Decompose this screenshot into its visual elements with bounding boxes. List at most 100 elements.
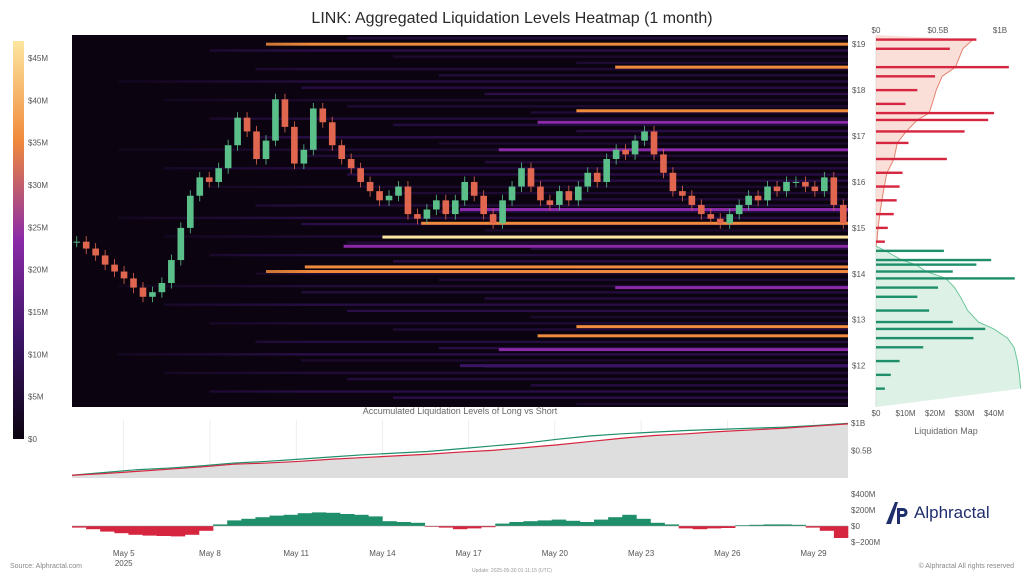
- long-liq-bar: [876, 277, 1015, 280]
- candle-body: [830, 177, 838, 205]
- candle-body: [177, 227, 185, 261]
- alphractal-logo-icon: [886, 502, 908, 524]
- time-axis: May 5 May 8 May 11 May 14 May 17 May 20 May 23…: [113, 549, 827, 568]
- acc-tick-label: $1B: [851, 419, 865, 428]
- candle-body: [641, 131, 648, 141]
- heat-band: [484, 229, 848, 232]
- liq-map-bottom-tick: $10M: [896, 409, 916, 418]
- heat-band: [255, 136, 848, 139]
- candle-body: [792, 181, 800, 183]
- candle-body: [82, 241, 90, 249]
- heat-band: [347, 241, 848, 244]
- candle-body: [186, 195, 194, 228]
- diff-tick-label: $200M: [851, 506, 876, 515]
- heat-band: [392, 260, 848, 263]
- diff-bar: [777, 524, 792, 526]
- heat-level-line: [498, 348, 848, 352]
- diff-bar: [791, 524, 806, 526]
- candle-body: [660, 154, 667, 173]
- heat-band: [163, 98, 848, 102]
- candle-body: [111, 264, 118, 272]
- colorbar-tick-label: $15M: [28, 308, 48, 317]
- short-liq-bar: [876, 88, 918, 92]
- diff-bar: [368, 516, 383, 526]
- candle-body: [764, 186, 771, 201]
- colorbar-tick-label: $40M: [28, 96, 48, 105]
- candle-body: [310, 108, 317, 150]
- long-liq-bar: [876, 258, 992, 262]
- time-tick-label: May 17: [456, 549, 483, 558]
- heat-level-line: [304, 265, 848, 269]
- candle-body: [338, 145, 346, 159]
- candle-body: [262, 140, 270, 159]
- colorbar-tick-label: $30M: [28, 181, 48, 190]
- candle-body: [243, 117, 251, 132]
- heat-band: [576, 402, 848, 406]
- price-tick-label: $12: [852, 362, 866, 371]
- heat-level-line: [343, 244, 848, 248]
- candle-body: [527, 168, 535, 187]
- candle-body: [385, 195, 393, 201]
- liq-map-bottom-tick: $40M: [984, 409, 1004, 418]
- candle-body: [224, 145, 232, 169]
- candle-body: [139, 287, 147, 297]
- diff-bar: [819, 526, 835, 531]
- candle-body: [574, 186, 582, 201]
- colorbar-tick-label: $5M: [28, 393, 44, 402]
- alphractal-logo-text: Alphractal: [914, 503, 990, 522]
- candle-body: [499, 200, 506, 224]
- diff-bar: [184, 526, 200, 535]
- heat-level-line: [498, 148, 848, 152]
- heat-band: [117, 353, 848, 356]
- diff-bar: [594, 519, 609, 526]
- heat-band: [209, 49, 849, 52]
- candle-body: [839, 204, 847, 224]
- heat-level-line: [266, 42, 848, 46]
- heat-band: [576, 198, 848, 201]
- heat-band: [576, 129, 848, 133]
- diff-bar: [721, 526, 736, 528]
- long-liq-bar: [876, 373, 891, 377]
- acc-tick-label: $0.5B: [851, 446, 872, 455]
- long-liq-bar: [876, 263, 977, 266]
- diff-bar: [763, 524, 778, 526]
- diff-bar: [156, 526, 172, 536]
- candle-body: [518, 168, 525, 187]
- diff-bar: [749, 524, 764, 526]
- heat-band: [117, 216, 848, 220]
- heat-band: [255, 272, 848, 275]
- heat-band: [347, 36, 848, 40]
- candle-body: [101, 255, 109, 265]
- diff-bar: [622, 514, 637, 526]
- heat-band: [117, 148, 848, 151]
- heat-band: [255, 204, 848, 207]
- diff-bar: [735, 525, 750, 526]
- source-note: Source: Alphractal.com: [10, 563, 82, 570]
- long-liq-bar: [876, 327, 986, 331]
- candle-body: [414, 214, 421, 219]
- diff-tick-label: $0: [851, 522, 860, 531]
- heat-band: [209, 185, 849, 189]
- liquidation-map-title: Liquidation Map: [914, 426, 978, 436]
- short-liq-bar: [876, 157, 947, 161]
- diff-bar: [255, 517, 270, 526]
- short-liq-bar: [876, 171, 903, 174]
- heat-band: [117, 80, 848, 83]
- heat-band: [530, 111, 848, 114]
- accumulated-lines: $0.5B $1B: [71, 419, 872, 478]
- short-liq-bar: [876, 47, 950, 50]
- candle-body: [357, 168, 364, 182]
- diff-bar: [636, 518, 651, 526]
- diff-bar: [481, 526, 496, 528]
- heat-band: [392, 328, 848, 331]
- diff-bar: [396, 522, 411, 526]
- short-liq-bar: [876, 141, 909, 145]
- diff-bar: [72, 526, 87, 528]
- candle-body: [650, 131, 658, 155]
- diff-bar: [86, 526, 101, 530]
- colorbar-tick-label: $25M: [28, 223, 48, 232]
- heat-band: [163, 167, 848, 170]
- candle-body: [215, 168, 222, 182]
- candle-body: [698, 204, 705, 215]
- heat-level-line: [537, 334, 848, 338]
